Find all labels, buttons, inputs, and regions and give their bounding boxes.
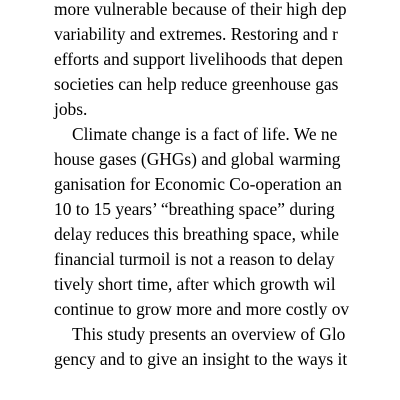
text-line: This study presents an overview of Glo xyxy=(72,324,346,344)
text-line: ganisation for Economic Co-operation an xyxy=(54,174,342,194)
text-line: societies can help reduce greenhouse gas xyxy=(54,74,339,94)
text-line: tively short time, after which growth wi… xyxy=(54,274,336,294)
text-line: financial turmoil is not a reason to del… xyxy=(54,249,335,269)
body-text: more vulnerable because of their high de… xyxy=(54,0,400,372)
text-line: Climate change is a fact of life. We ne xyxy=(72,124,338,144)
text-line: delay reduces this breathing space, whil… xyxy=(54,224,339,244)
text-line: gency and to give an insight to the ways… xyxy=(54,349,348,369)
text-line: house gases (GHGs) and global warming xyxy=(54,149,341,169)
text-line: more vulnerable because of their high de… xyxy=(54,0,347,19)
text-line: 10 to 15 years’ “breathing space” during xyxy=(54,199,335,219)
text-line: continue to grow more and more costly ov xyxy=(54,299,350,319)
text-line: variability and extremes. Restoring and … xyxy=(54,24,338,44)
text-line: jobs. xyxy=(54,99,88,119)
text-line: efforts and support livelihoods that dep… xyxy=(54,49,343,69)
